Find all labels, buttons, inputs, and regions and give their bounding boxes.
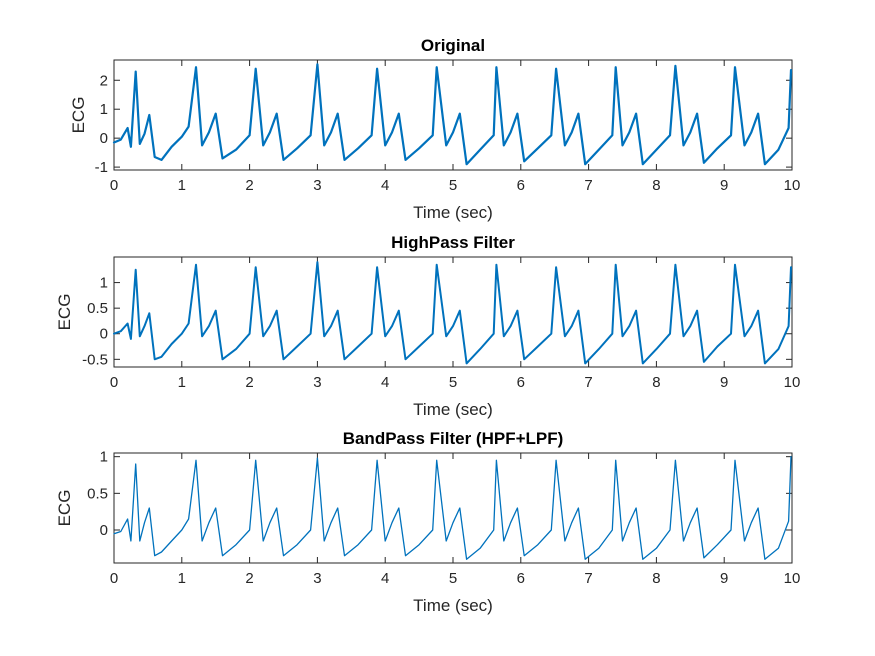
ecg-line bbox=[112, 63, 793, 166]
chart-title: HighPass Filter bbox=[391, 233, 515, 252]
y-tick-label: -1 bbox=[95, 159, 108, 176]
y-tick-label: 1 bbox=[100, 101, 108, 118]
x-tick-label: 0 bbox=[110, 374, 118, 391]
y-axis-label: ECG bbox=[55, 294, 74, 331]
x-axis-label: Time (sec) bbox=[413, 400, 493, 419]
y-tick-label: 0.5 bbox=[87, 485, 108, 502]
x-tick-label: 9 bbox=[720, 570, 728, 587]
x-axis-label: Time (sec) bbox=[413, 596, 493, 615]
y-tick-label: 0 bbox=[100, 522, 108, 539]
x-tick-label: 5 bbox=[449, 374, 457, 391]
panel-bandpass: BandPass Filter (HPF+LPF) 0 1 2 3 4 5 6 7 8 9 1000… bbox=[55, 429, 800, 615]
x-tick-label: 4 bbox=[381, 570, 389, 587]
x-tick-label: 4 bbox=[381, 177, 389, 194]
ecg-line bbox=[113, 456, 792, 560]
x-tick-label: 10 bbox=[784, 374, 801, 391]
x-tick-label: 7 bbox=[584, 374, 592, 391]
x-tick-label: 2 bbox=[245, 177, 253, 194]
x-tick-label: 7 bbox=[584, 570, 592, 587]
x-tick-label: 8 bbox=[652, 177, 660, 194]
ecg-line bbox=[113, 261, 792, 365]
x-tick-label: 1 bbox=[178, 570, 186, 587]
x-tick-label: 8 bbox=[652, 374, 660, 391]
x-tick-label: 6 bbox=[517, 177, 525, 194]
x-tick-label: 0 bbox=[110, 570, 118, 587]
x-tick-label: 7 bbox=[584, 177, 592, 194]
x-tick-label: 4 bbox=[381, 374, 389, 391]
x-tick-label: 0 bbox=[110, 177, 118, 194]
x-tick-label: 3 bbox=[313, 570, 321, 587]
x-tick-label: 10 bbox=[784, 177, 801, 194]
plot-area bbox=[113, 59, 793, 171]
y-tick-label: 2 bbox=[100, 72, 108, 89]
x-tick-label: 2 bbox=[245, 374, 253, 391]
y-axis-label: ECG bbox=[69, 97, 88, 134]
x-tick-label: 5 bbox=[449, 177, 457, 194]
tick-group: 0 1 2 3 4 5 6 7 8 9 10 0 0.5 1 bbox=[87, 449, 800, 587]
x-tick-label: 2 bbox=[245, 570, 253, 587]
x-tick-label: 9 bbox=[720, 177, 728, 194]
x-tick-label: 1 bbox=[178, 177, 186, 194]
y-tick-label: 0.5 bbox=[87, 300, 108, 317]
x-tick-label: 1 bbox=[178, 374, 186, 391]
y-tick-label: 0 bbox=[100, 326, 108, 343]
tick-group: 0 1 2 3 4 5 6 7 8 9 10-0.500.51 bbox=[82, 257, 800, 391]
x-tick-label: 3 bbox=[313, 177, 321, 194]
y-tick-label: -0.5 bbox=[82, 351, 108, 368]
x-tick-label: 6 bbox=[517, 570, 525, 587]
x-axis-label: Time (sec) bbox=[413, 203, 493, 222]
y-tick-label: 1 bbox=[100, 275, 108, 292]
x-tick-label: 3 bbox=[313, 374, 321, 391]
x-tick-label: 9 bbox=[720, 374, 728, 391]
y-axis-label: ECG bbox=[55, 490, 74, 527]
plot-area bbox=[113, 452, 793, 564]
y-tick-label: 0 bbox=[100, 130, 108, 147]
chart-title: Original bbox=[421, 36, 485, 55]
x-tick-label: 5 bbox=[449, 570, 457, 587]
y-tick-label: 1 bbox=[100, 449, 108, 466]
panel-highpass: HighPass Filter 0 1 2 3 4 5 6 7 8 9 10-0.500.51 Ti… bbox=[55, 233, 800, 419]
chart-title: BandPass Filter (HPF+LPF) bbox=[343, 429, 564, 448]
x-tick-label: 10 bbox=[784, 570, 801, 587]
x-tick-label: 8 bbox=[652, 570, 660, 587]
x-tick-label: 6 bbox=[517, 374, 525, 391]
